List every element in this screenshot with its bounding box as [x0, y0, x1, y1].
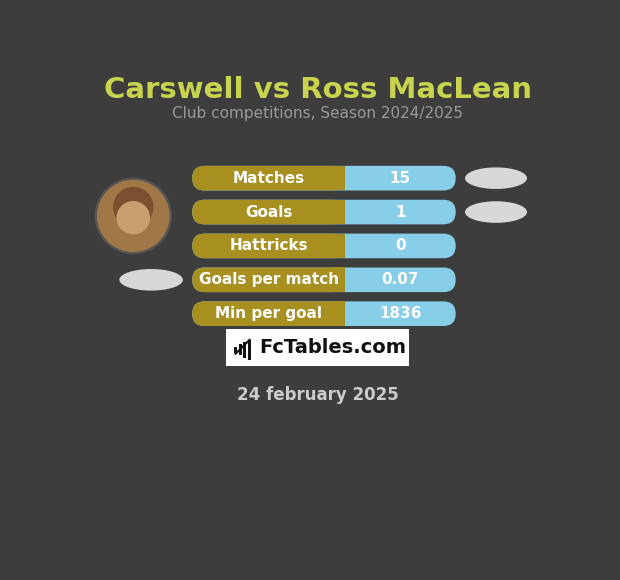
FancyBboxPatch shape — [192, 267, 345, 292]
FancyBboxPatch shape — [192, 234, 345, 258]
Circle shape — [98, 180, 169, 251]
FancyBboxPatch shape — [192, 302, 456, 326]
Ellipse shape — [465, 168, 527, 189]
FancyBboxPatch shape — [332, 234, 345, 258]
Text: 0.07: 0.07 — [382, 273, 419, 287]
FancyBboxPatch shape — [226, 329, 409, 366]
Text: 15: 15 — [390, 171, 411, 186]
FancyBboxPatch shape — [192, 166, 456, 190]
FancyBboxPatch shape — [192, 200, 456, 224]
FancyBboxPatch shape — [192, 234, 456, 258]
Text: Min per goal: Min per goal — [215, 306, 322, 321]
Text: 24 february 2025: 24 february 2025 — [237, 386, 399, 404]
FancyBboxPatch shape — [234, 347, 237, 353]
FancyBboxPatch shape — [243, 342, 247, 358]
FancyBboxPatch shape — [239, 345, 242, 356]
FancyBboxPatch shape — [332, 302, 345, 326]
FancyBboxPatch shape — [248, 340, 251, 360]
Circle shape — [117, 202, 149, 234]
FancyBboxPatch shape — [332, 200, 345, 224]
Text: Carswell vs Ross MacLean: Carswell vs Ross MacLean — [104, 77, 532, 104]
FancyBboxPatch shape — [332, 267, 345, 292]
Text: Club competitions, Season 2024/2025: Club competitions, Season 2024/2025 — [172, 106, 463, 121]
Ellipse shape — [465, 201, 527, 223]
Text: 1836: 1836 — [379, 306, 422, 321]
Text: Matches: Matches — [232, 171, 304, 186]
FancyBboxPatch shape — [192, 302, 345, 326]
Ellipse shape — [119, 269, 183, 291]
FancyBboxPatch shape — [192, 200, 345, 224]
Text: 1: 1 — [395, 205, 405, 220]
Text: Hattricks: Hattricks — [229, 238, 308, 253]
FancyBboxPatch shape — [192, 166, 345, 190]
Circle shape — [95, 178, 171, 253]
Text: Goals per match: Goals per match — [198, 273, 339, 287]
FancyBboxPatch shape — [192, 267, 456, 292]
Text: FcTables.com: FcTables.com — [259, 338, 406, 357]
Text: Goals: Goals — [245, 205, 292, 220]
Text: 0: 0 — [395, 238, 405, 253]
Circle shape — [113, 187, 153, 227]
FancyBboxPatch shape — [332, 166, 345, 190]
